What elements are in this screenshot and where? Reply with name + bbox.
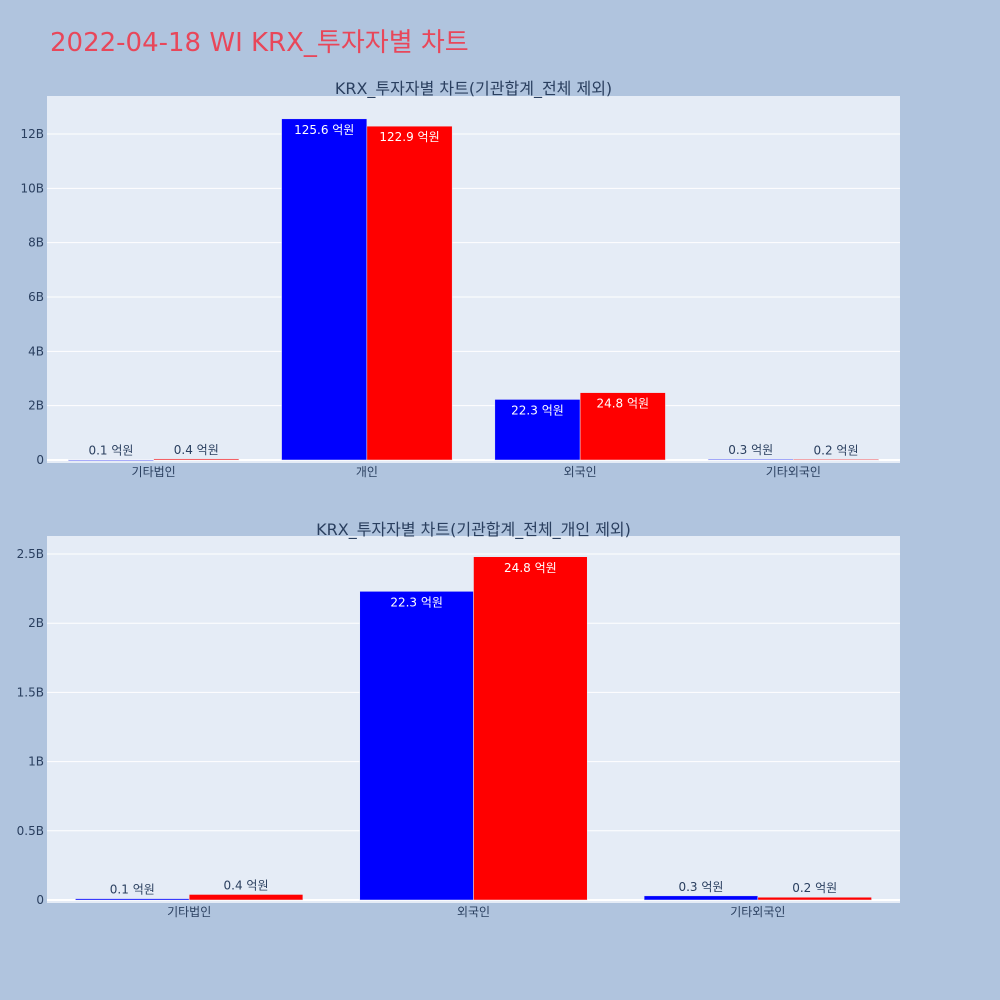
y-tick-label: 2.5B [17,547,44,561]
data-label: 24.8 억원 [596,397,649,411]
data-label: 22.3 억원 [511,403,564,417]
data-label: 122.9 억원 [379,130,439,144]
bar[interactable] [494,399,581,461]
bar[interactable] [793,459,879,461]
plot-area [47,96,900,463]
data-label: 0.4 억원 [224,878,269,892]
data-label: 22.3 억원 [390,595,443,609]
y-tick-label: 0 [36,893,44,907]
y-tick-label: 0.5B [17,824,44,838]
bar[interactable] [75,898,190,901]
bar[interactable] [188,894,304,901]
bar[interactable] [473,556,588,901]
bar[interactable] [153,458,240,461]
bar[interactable] [366,125,453,461]
bar[interactable] [643,895,759,901]
x-tick-label: 외국인 [457,905,490,919]
bar[interactable] [579,392,666,461]
bar[interactable] [359,591,474,901]
data-label: 0.1 억원 [110,883,155,897]
data-label: 24.8 억원 [504,561,557,575]
y-tick-label: 0 [36,453,44,467]
y-tick-label: 12B [20,127,44,141]
x-tick-label: 기타법인 [167,905,211,919]
x-tick-label: 개인 [356,465,378,479]
x-tick-label: 기타법인 [132,465,176,479]
page-title: 2022-04-18 WI KRX_투자자별 차트 [50,28,469,58]
y-tick-label: 2B [28,616,44,630]
data-label: 0.2 억원 [814,443,859,457]
subplot-title: KRX_투자자별 차트(기관합계_전체 제외) [335,79,612,99]
bar[interactable] [707,458,794,461]
y-tick-label: 4B [28,344,44,358]
bar[interactable] [757,896,872,901]
data-label: 0.4 억원 [174,443,219,457]
data-label: 0.3 억원 [728,443,773,457]
data-label: 0.1 억원 [88,444,133,458]
y-tick-label: 2B [28,399,44,413]
y-tick-label: 1B [28,755,44,769]
data-label: 0.2 억원 [792,881,837,895]
x-tick-label: 외국인 [564,465,597,479]
y-tick-label: 6B [28,290,44,304]
y-tick-label: 10B [20,181,44,195]
data-label: 0.3 억원 [678,880,723,894]
bar[interactable] [68,459,154,461]
y-tick-label: 1.5B [17,685,44,699]
y-tick-label: 8B [28,236,44,250]
x-tick-label: 기타외국인 [766,465,821,479]
data-label: 125.6 억원 [294,123,354,137]
x-tick-label: 기타외국인 [730,905,785,919]
bar[interactable] [281,118,368,461]
subplot-title: KRX_투자자별 차트(기관합계_전체_개인 제외) [316,520,631,540]
